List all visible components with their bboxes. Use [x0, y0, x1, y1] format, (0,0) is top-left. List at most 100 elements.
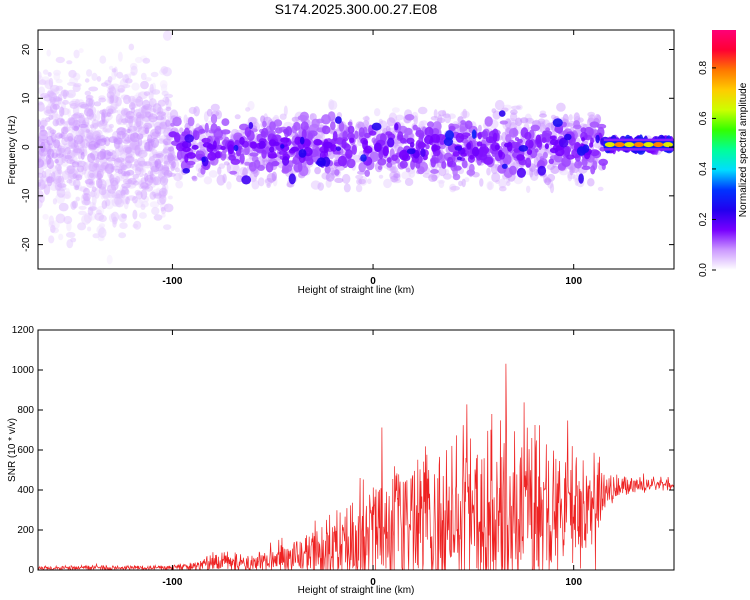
- spectrogram-cell: [126, 169, 135, 176]
- spectrogram-cell: [84, 78, 90, 83]
- spectrogram-cell: [49, 129, 57, 134]
- spectrogram-cell: [53, 97, 63, 102]
- spectrogram-cell: [163, 203, 174, 213]
- spectrogram-cell: [140, 189, 148, 200]
- spectrogram-cell: [325, 172, 335, 182]
- spectrogram-band-peak: [663, 142, 673, 148]
- spectrogram-cell: [184, 134, 194, 143]
- spectrogram-cell: [109, 95, 115, 104]
- spectrogram-cell: [516, 167, 527, 178]
- spectrogram-cell: [539, 113, 547, 118]
- spectrogram-cell: [38, 129, 49, 141]
- spectrogram-cell: [140, 72, 147, 81]
- spectrogram-cell: [38, 119, 42, 127]
- spectrogram-cell: [491, 172, 501, 183]
- spectrogram-cell: [198, 128, 206, 134]
- spectrogram-cell: [147, 134, 153, 144]
- spectrogram-cell: [86, 69, 93, 77]
- spectrogram-cell: [73, 49, 80, 59]
- spectrogram-cell: [492, 132, 498, 143]
- spectrogram-cell: [53, 69, 61, 76]
- spectrogram-cell: [511, 105, 521, 110]
- spectrogram-cell: [58, 233, 64, 241]
- spectrogram-cell: [38, 182, 42, 187]
- spectrogram-cell: [67, 136, 74, 142]
- y-tick-label: 1200: [12, 325, 35, 336]
- spectrogram-cell: [355, 184, 363, 193]
- spectrogram-cell: [38, 179, 46, 191]
- spectrogram-cell: [155, 153, 164, 158]
- spectrogram-cell: [78, 48, 84, 54]
- spectrogram-cell: [321, 114, 331, 125]
- spectrogram-cell: [249, 152, 259, 157]
- spectrogram-cell: [274, 127, 283, 134]
- spectrogram-cell: [360, 154, 367, 162]
- spectrogram-cell: [144, 127, 149, 134]
- spectrogram-cell: [120, 164, 128, 171]
- spectrogram-cell: [110, 103, 118, 111]
- y-tick-label: 600: [17, 445, 34, 456]
- spectrogram-cell: [261, 149, 267, 159]
- spectrogram-cell: [281, 168, 290, 174]
- spectrogram-cell: [494, 144, 500, 151]
- spectrogram-cell: [47, 72, 52, 77]
- spectrogram-cell: [549, 183, 555, 194]
- spectrogram-cell: [355, 174, 364, 180]
- spectrogram-x-label: Height of straight line (km): [298, 285, 415, 296]
- spectrogram-cell: [135, 112, 142, 119]
- spectrogram-cell: [444, 113, 452, 124]
- spectrogram-cell: [108, 85, 115, 92]
- spectrogram-cell: [589, 142, 594, 148]
- spectrogram-cell: [126, 128, 131, 134]
- spectrogram-cell: [115, 113, 123, 125]
- spectrogram-cell: [342, 130, 348, 140]
- spectrogram-cell: [455, 132, 465, 143]
- spectrogram-cell: [134, 158, 139, 168]
- spectrogram-cell: [96, 150, 106, 161]
- spectrogram-cell: [163, 224, 172, 231]
- spectrogram-cell: [510, 141, 520, 149]
- spectrogram-cell: [107, 76, 113, 83]
- spectrogram-cell: [96, 178, 103, 189]
- spectrogram-cell: [403, 127, 413, 136]
- spectrogram-cell: [182, 168, 190, 174]
- y-tick-label: 200: [17, 525, 34, 536]
- spectrogram-cell: [56, 187, 66, 198]
- spectrogram-cell: [471, 129, 477, 139]
- x-tick-label: 0: [370, 577, 376, 588]
- spectrogram-cell: [378, 174, 384, 179]
- spectrogram-cell: [453, 165, 462, 171]
- spectrogram-cell: [335, 146, 342, 151]
- spectrogram-cell: [345, 149, 353, 159]
- spectrogram-cell: [373, 142, 382, 152]
- spectrogram-cell: [192, 130, 200, 141]
- spectrogram-cell: [134, 144, 141, 156]
- spectrogram-cell: [377, 158, 387, 166]
- spectrogram-cell: [539, 122, 546, 134]
- spectrogram-cell: [458, 180, 463, 187]
- spectrogram-cell: [182, 146, 191, 152]
- spectrogram-cell: [63, 215, 73, 225]
- spectrogram-cell: [223, 161, 230, 166]
- spectrogram-cell: [116, 71, 124, 79]
- spectrogram-cell: [167, 152, 174, 163]
- spectrogram-cell: [204, 122, 209, 133]
- spectrogram-cell: [399, 149, 409, 161]
- spectrogram-cell: [208, 170, 218, 178]
- spectrogram-cell: [395, 114, 404, 121]
- spectrogram-cell: [48, 215, 54, 226]
- spectrogram-cell: [494, 99, 505, 111]
- spectrogram-cell: [386, 117, 396, 127]
- spectrogram-cell: [512, 127, 518, 137]
- spectrogram-cell: [84, 90, 92, 96]
- spectrogram-cell: [108, 123, 114, 129]
- spectrogram-cell: [397, 131, 404, 140]
- spectrogram-cell: [518, 145, 529, 152]
- spectrogram-cell: [466, 169, 476, 176]
- spectrogram-cell: [128, 102, 136, 110]
- x-tick-label: 0: [370, 276, 376, 287]
- spectrogram-cell: [430, 169, 439, 174]
- spectrogram-cell: [77, 160, 87, 167]
- spectrogram-cell: [119, 222, 128, 230]
- spectrogram-cell: [165, 106, 172, 112]
